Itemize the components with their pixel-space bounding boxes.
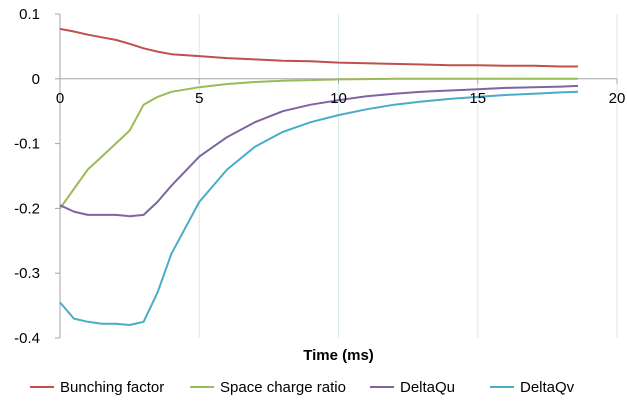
series-lines: [59, 27, 579, 326]
series-line-deltaqv: [59, 90, 579, 326]
legend-label-2: DeltaQu: [400, 379, 455, 396]
y-tick-label-0: 0: [32, 71, 40, 88]
y-tick-label-0.1: 0.1: [19, 6, 40, 23]
gridlines: [198, 14, 618, 338]
legend-label-1: Space charge ratio: [220, 379, 346, 396]
y-tick-label--0.2: -0.2: [14, 200, 40, 217]
y-tick-label--0.4: -0.4: [14, 330, 40, 347]
series-line-deltaqu: [59, 84, 579, 218]
y-tick-labels: 0.1 0 -0.1 -0.2 -0.3 -0.4: [14, 6, 60, 347]
x-tick-label-15: 15: [469, 90, 486, 107]
x-tick-label-10: 10: [330, 90, 347, 107]
y-tick-label--0.3: -0.3: [14, 265, 40, 282]
x-tick-label-0: 0: [56, 90, 64, 107]
series-line-bunching-factor: [59, 27, 578, 68]
legend-label-3: DeltaQv: [520, 379, 575, 396]
x-tick-label-20: 20: [609, 90, 626, 107]
x-axis-title: Time (ms): [303, 347, 374, 364]
legend-label-0: Bunching factor: [60, 379, 164, 396]
series-line-space-charge-ratio: [59, 77, 578, 209]
x-tick-label-5: 5: [195, 90, 203, 107]
x-tick-labels: 0 5 10 15 20: [56, 78, 626, 107]
y-tick-label--0.1: -0.1: [14, 136, 40, 153]
legend: Bunching factor Space charge ratio DeltaQu…: [30, 379, 575, 396]
